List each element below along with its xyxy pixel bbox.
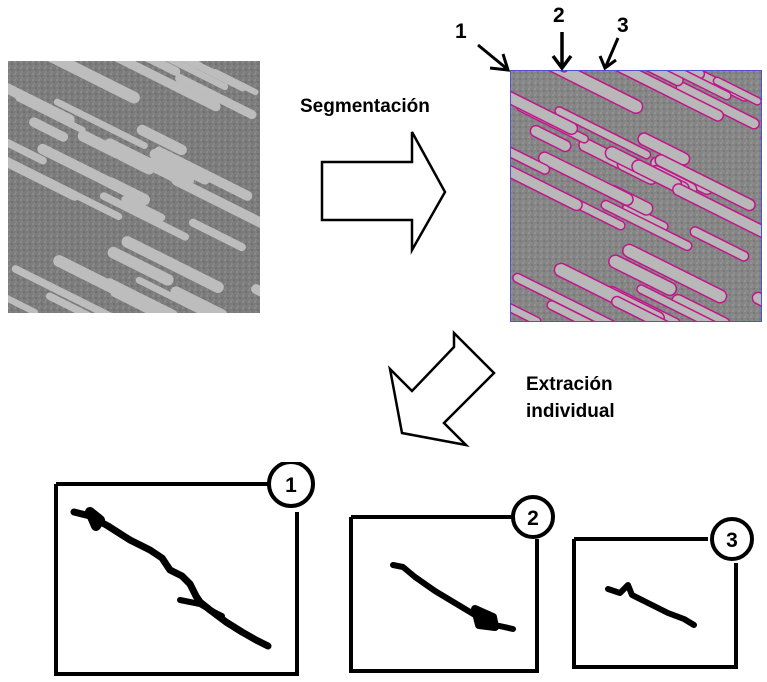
panel-badge-1 — [267, 462, 315, 508]
grain-shape-1 — [70, 507, 272, 650]
panel-number-1: 1 — [285, 474, 297, 497]
pointer-label-2: 2 — [553, 4, 565, 27]
segmented-micrograph — [510, 70, 762, 322]
panel-number-3: 3 — [726, 529, 738, 552]
pointer-arrow-1 — [477, 43, 511, 72]
grain-shape-3 — [605, 582, 697, 628]
pointer-arrow-2 — [551, 32, 573, 71]
panel-number-2: 2 — [527, 507, 539, 530]
panel-badge-3 — [710, 517, 754, 561]
panel-badge-2 — [511, 495, 555, 539]
pointer-arrow-3 — [598, 37, 620, 71]
pointer-label-3: 3 — [617, 14, 629, 37]
extraction-label-line2: individual — [526, 401, 615, 422]
extracted-grain-panel-3: 3 — [572, 517, 754, 669]
pointer-label-1: 1 — [455, 20, 467, 43]
extraction-label-line1: Extración — [526, 374, 613, 395]
extracted-grain-panel-1: 1 — [54, 462, 315, 676]
pointer-arrows — [477, 32, 620, 72]
segmentation-label: Segmentación — [300, 96, 430, 117]
grain-shape-2 — [390, 562, 516, 632]
right-arrow — [320, 131, 447, 255]
original-micrograph — [8, 61, 260, 313]
extracted-grain-panel-2: 2 — [349, 495, 555, 673]
down-left-arrow — [388, 329, 496, 447]
